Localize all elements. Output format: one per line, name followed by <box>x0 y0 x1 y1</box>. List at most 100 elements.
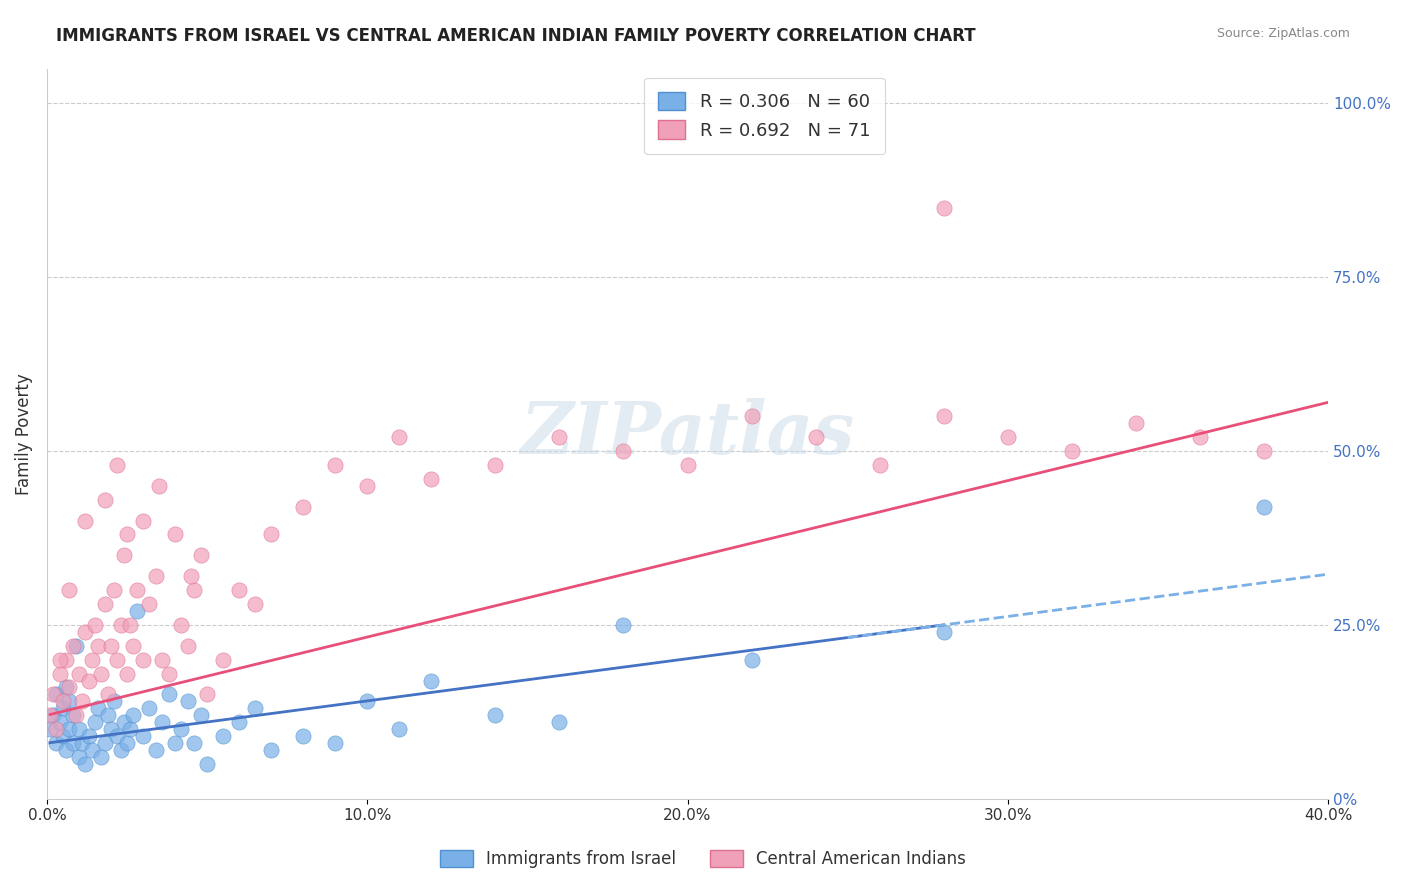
Point <box>612 444 634 458</box>
Point <box>997 430 1019 444</box>
Point <box>260 743 283 757</box>
Point <box>150 653 173 667</box>
Point <box>212 653 235 667</box>
Point <box>243 701 266 715</box>
Point <box>183 583 205 598</box>
Point <box>228 715 250 730</box>
Point <box>292 729 315 743</box>
Point <box>93 597 115 611</box>
Point <box>87 701 110 715</box>
Point <box>75 756 97 771</box>
Point <box>676 458 699 472</box>
Point <box>122 639 145 653</box>
Point <box>84 618 107 632</box>
Point <box>177 694 200 708</box>
Point <box>163 736 186 750</box>
Point <box>388 723 411 737</box>
Point <box>42 708 65 723</box>
Point <box>420 472 443 486</box>
Point <box>65 639 87 653</box>
Point <box>120 618 142 632</box>
Text: IMMIGRANTS FROM ISRAEL VS CENTRAL AMERICAN INDIAN FAMILY POVERTY CORRELATION CHA: IMMIGRANTS FROM ISRAEL VS CENTRAL AMERIC… <box>56 27 976 45</box>
Point <box>292 500 315 514</box>
Point <box>42 688 65 702</box>
Point <box>484 708 506 723</box>
Point <box>39 723 62 737</box>
Point <box>105 458 128 472</box>
Point <box>190 708 212 723</box>
Point <box>84 715 107 730</box>
Point <box>115 736 138 750</box>
Point <box>97 708 120 723</box>
Point <box>243 597 266 611</box>
Point <box>932 201 955 215</box>
Point <box>612 618 634 632</box>
Point <box>48 653 70 667</box>
Point <box>125 604 148 618</box>
Point <box>180 569 202 583</box>
Point <box>170 618 193 632</box>
Point <box>1253 500 1275 514</box>
Point <box>52 729 75 743</box>
Point <box>932 624 955 639</box>
Point <box>115 666 138 681</box>
Point <box>420 673 443 688</box>
Point <box>67 723 90 737</box>
Point <box>39 708 62 723</box>
Point <box>105 729 128 743</box>
Point <box>212 729 235 743</box>
Point <box>356 479 378 493</box>
Point <box>120 723 142 737</box>
Point <box>48 715 70 730</box>
Point <box>195 756 218 771</box>
Point <box>62 639 84 653</box>
Point <box>90 750 112 764</box>
Point <box>323 736 346 750</box>
Point <box>183 736 205 750</box>
Point <box>80 743 103 757</box>
Point <box>77 673 100 688</box>
Point <box>58 723 80 737</box>
Point <box>932 409 955 424</box>
Point <box>170 723 193 737</box>
Point <box>90 666 112 681</box>
Point <box>93 736 115 750</box>
Point <box>87 639 110 653</box>
Point <box>55 743 77 757</box>
Point <box>65 708 87 723</box>
Point <box>1188 430 1211 444</box>
Point <box>484 458 506 472</box>
Point <box>195 688 218 702</box>
Point <box>45 736 67 750</box>
Point <box>804 430 827 444</box>
Point <box>323 458 346 472</box>
Point <box>150 715 173 730</box>
Point <box>105 653 128 667</box>
Point <box>132 729 155 743</box>
Point <box>190 549 212 563</box>
Point <box>132 514 155 528</box>
Point <box>132 653 155 667</box>
Point <box>48 666 70 681</box>
Point <box>228 583 250 598</box>
Point <box>58 583 80 598</box>
Point <box>145 743 167 757</box>
Point <box>52 694 75 708</box>
Point <box>138 701 160 715</box>
Text: ZIPatlas: ZIPatlas <box>520 398 855 469</box>
Point <box>1125 416 1147 430</box>
Point <box>58 681 80 695</box>
Point <box>356 694 378 708</box>
Point <box>58 694 80 708</box>
Point <box>125 583 148 598</box>
Point <box>115 527 138 541</box>
Point <box>388 430 411 444</box>
Point <box>548 430 571 444</box>
Point <box>110 743 132 757</box>
Point <box>157 666 180 681</box>
Point <box>100 639 122 653</box>
Point <box>148 479 170 493</box>
Point <box>112 549 135 563</box>
Point <box>52 701 75 715</box>
Point <box>103 694 125 708</box>
